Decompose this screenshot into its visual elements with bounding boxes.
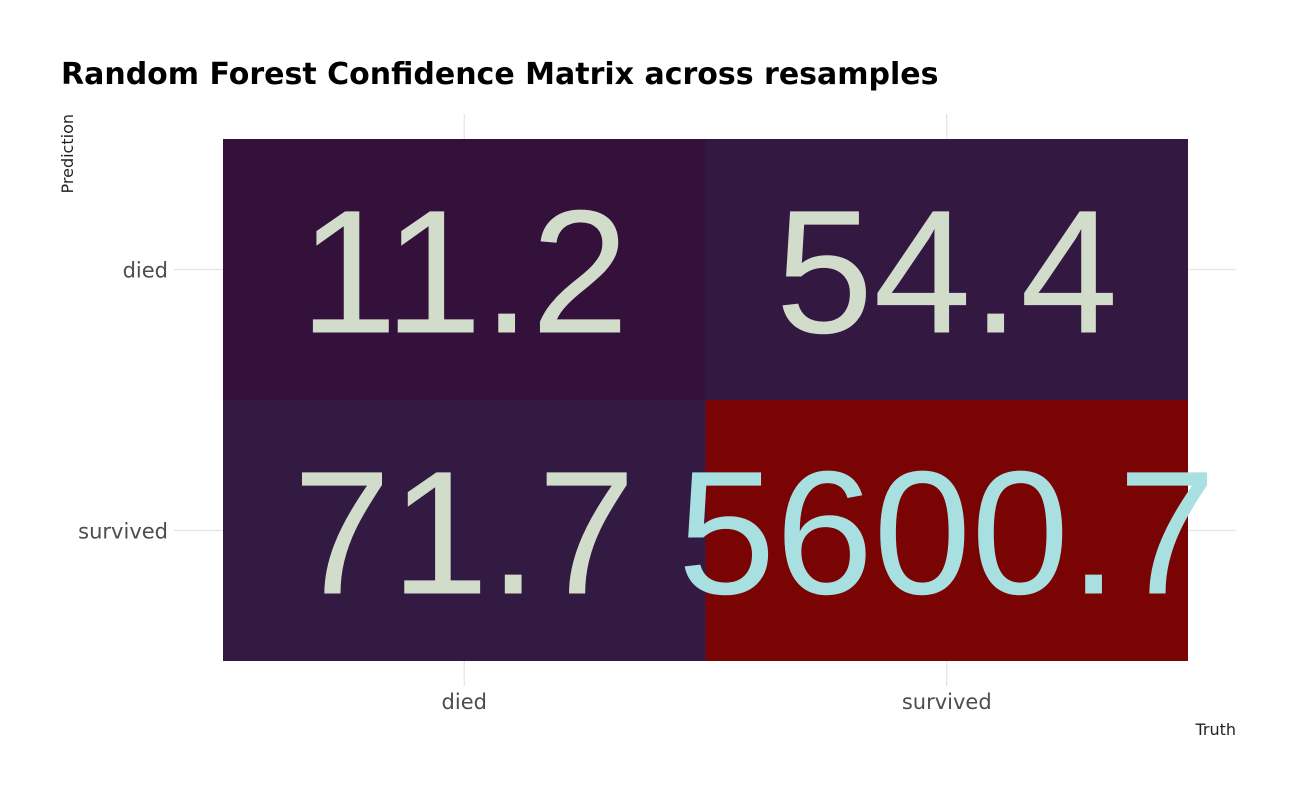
heatmap-cell <box>705 139 1188 400</box>
heatmap-cells <box>223 139 1188 661</box>
heatmap-cell <box>223 400 706 661</box>
y-axis-tick-labels: died survived <box>78 259 168 544</box>
x-tick-label: survived <box>902 690 992 714</box>
y-axis-title: Prediction <box>58 114 77 193</box>
x-tick-label: died <box>442 690 487 714</box>
x-axis-tick-labels: died survived <box>442 690 992 714</box>
heatmap-cell-labels: 11.2 54.4 71.7 5600.7 <box>293 175 1216 632</box>
cell-value-label: 54.4 <box>775 175 1118 371</box>
cell-value-label: 11.2 <box>300 175 629 371</box>
heatmap-cell <box>705 400 1188 661</box>
y-tick-label: died <box>123 259 168 283</box>
heatmap-cell <box>223 139 706 400</box>
cell-value-label: 5600.7 <box>678 436 1216 632</box>
cell-value-label: 71.7 <box>293 436 636 632</box>
x-axis-title: Truth <box>1194 720 1236 739</box>
chart-title: Random Forest Confidence Matrix across r… <box>61 57 939 92</box>
y-tick-label: survived <box>78 520 168 544</box>
